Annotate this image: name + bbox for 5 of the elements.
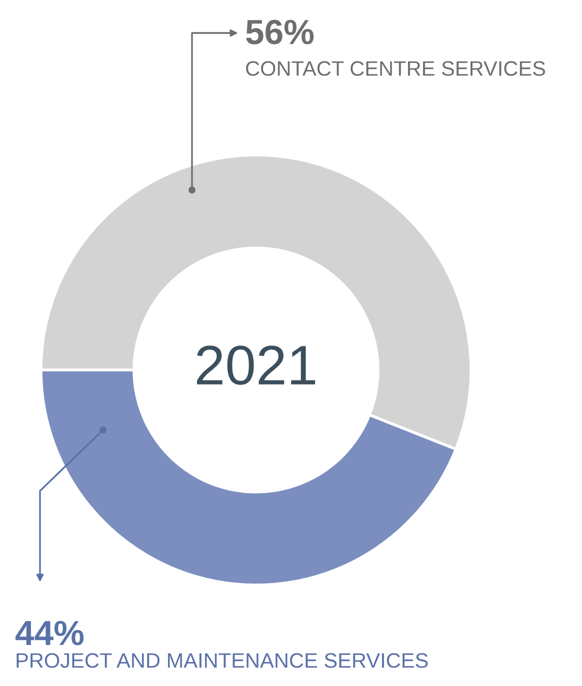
- slice-label: CONTACT CENTRE SERVICES: [246, 61, 546, 76]
- slice-label: PROJECT AND MAINTENANCE SERVICES: [16, 653, 428, 668]
- data-label: 44%: [16, 620, 84, 646]
- text: 2021: [197, 346, 316, 385]
- data-label: 56%: [246, 20, 314, 44]
